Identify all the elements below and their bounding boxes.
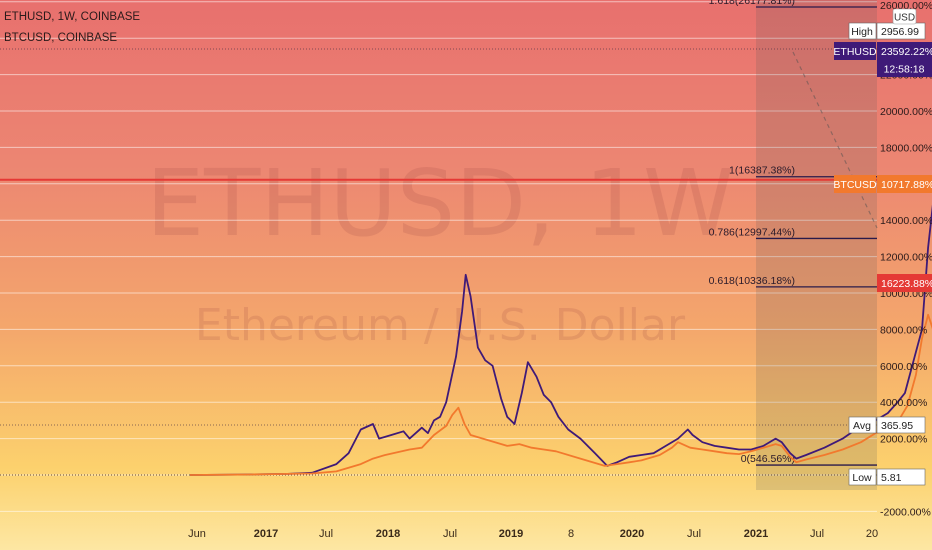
price-tag: ETHUSD 23592.22% bbox=[833, 42, 932, 60]
y-tick-label: 26000.00% bbox=[880, 0, 932, 12]
x-tick-label: 8 bbox=[568, 528, 574, 540]
price-tag-symbol-box bbox=[834, 42, 876, 60]
price-tag: BTCUSD 10717.88% bbox=[833, 175, 932, 193]
x-tick-label: 2021 bbox=[744, 528, 768, 540]
stat-label-box bbox=[848, 22, 877, 40]
stat-label-box bbox=[848, 468, 877, 486]
x-tick-label: Jul bbox=[810, 528, 824, 540]
countdown-label: 12:58:18 bbox=[884, 64, 925, 76]
x-tick-label: Jul bbox=[319, 528, 333, 540]
stat-tag-high: High 2956.99 bbox=[848, 22, 926, 40]
y-tick-label: 8000.00% bbox=[880, 324, 927, 336]
price-tag-symbol: ETHUSD bbox=[833, 46, 877, 58]
stat-label: Low bbox=[852, 472, 872, 484]
price-tag-value: 10717.88% bbox=[881, 179, 932, 191]
stat-value-box bbox=[876, 416, 926, 434]
x-axis: Jun 2017 Jul 2018 Jul 2019 8 2020 Jul 2021 Jul 20 bbox=[188, 528, 878, 540]
y-tick-label: 18000.00% bbox=[880, 142, 932, 154]
stat-tag-avg: Avg 365.95 bbox=[848, 416, 926, 434]
price-tag-value: 16223.88% bbox=[881, 278, 932, 290]
symbol-header-btc[interactable]: BTCUSD, COINBASE bbox=[4, 32, 118, 44]
projection-zone bbox=[756, 0, 877, 490]
symbol-header-eth[interactable]: ETHUSD, 1W, COINBASE bbox=[4, 11, 141, 23]
grid-lines bbox=[0, 1, 877, 512]
fib-level-label: 1(16387.38%) bbox=[729, 165, 795, 177]
y-tick-label: 20000.00% bbox=[880, 106, 932, 118]
x-tick-label: Jul bbox=[687, 528, 701, 540]
fib-level-label: 0(546.56%) bbox=[741, 453, 795, 465]
fib-level-label: 1.618(26177.81%) bbox=[709, 0, 795, 7]
y-tick-label: 12000.00% bbox=[880, 252, 932, 264]
y-tick-label: -2000.00% bbox=[880, 506, 931, 518]
stat-label-box bbox=[848, 416, 877, 434]
x-tick-label: 2020 bbox=[620, 528, 644, 540]
y-tick-label: 6000.00% bbox=[880, 361, 927, 373]
price-tag-symbol-box bbox=[834, 175, 876, 193]
stat-tag-low: Low 5.81 bbox=[848, 468, 926, 486]
countdown-tag: 12:58:18 bbox=[877, 60, 932, 77]
currency-badge: USD bbox=[892, 8, 917, 25]
fib-level-label: 0.618(10336.18%) bbox=[709, 275, 795, 287]
x-tick-label: 20 bbox=[866, 528, 878, 540]
stat-value: 2956.99 bbox=[881, 26, 919, 38]
price-tag-value: 23592.22% bbox=[881, 46, 932, 58]
price-tag: 16223.88% bbox=[877, 274, 932, 292]
projection-line bbox=[792, 51, 878, 229]
x-tick-label: 2018 bbox=[376, 528, 400, 540]
x-tick-label: Jun bbox=[188, 528, 206, 540]
price-tag-value-box bbox=[877, 175, 932, 193]
x-tick-label: Jul bbox=[443, 528, 457, 540]
stat-value: 5.81 bbox=[881, 472, 902, 484]
series-line-btcusd bbox=[189, 313, 932, 476]
stat-label: High bbox=[851, 26, 873, 38]
stat-value: 365.95 bbox=[881, 420, 913, 432]
fibonacci-levels: 1(16387.38%) 0.786(12997.44%) 0.618(10336.… bbox=[709, 0, 877, 466]
price-tag-value-box bbox=[877, 42, 932, 60]
x-tick-label: 2017 bbox=[254, 528, 278, 540]
y-tick-label: 4000.00% bbox=[880, 397, 927, 409]
y-axis: -2000.00% 2000.00% 4000.00% 6000.00% 8000.00… bbox=[880, 0, 932, 518]
y-tick-label: 2000.00% bbox=[880, 434, 927, 446]
y-tick-label: 14000.00% bbox=[880, 215, 932, 227]
stat-value-box bbox=[876, 468, 926, 486]
currency-badge-box bbox=[892, 8, 917, 25]
watermark-name: Ethereum / U.S. Dollar bbox=[194, 300, 686, 351]
currency-badge-label: USD bbox=[894, 13, 915, 24]
price-tag-value-box bbox=[877, 274, 932, 292]
countdown-box bbox=[877, 60, 932, 77]
price-tag-symbol: BTCUSD bbox=[833, 179, 877, 191]
fib-level-label: 0.786(12997.44%) bbox=[709, 226, 795, 238]
watermark-symbol: ETHUSD, 1W bbox=[145, 150, 735, 257]
x-tick-label: 2019 bbox=[499, 528, 523, 540]
stat-label: Avg bbox=[853, 420, 871, 432]
